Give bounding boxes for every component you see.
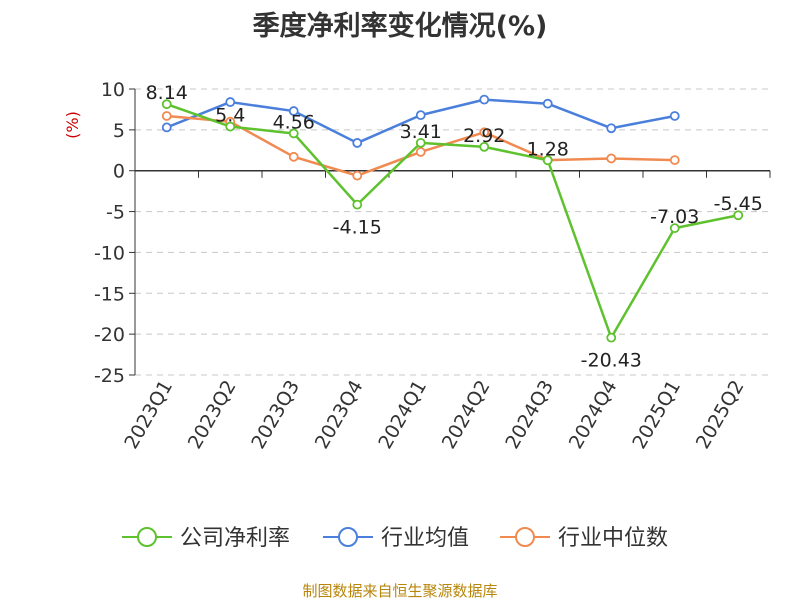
data-point [352, 199, 363, 210]
data-point [479, 94, 490, 105]
legend: 公司净利率 行业均值 行业中位数 [122, 526, 668, 551]
data-point [161, 111, 172, 121]
data-label: 1.28 [527, 138, 569, 160]
legend-marker [338, 527, 358, 547]
y-tick-label: 5 [113, 120, 125, 142]
x-tick-label: 2024Q2 [438, 377, 495, 453]
y-tick-label: -25 [94, 365, 125, 387]
data-point [352, 170, 363, 181]
data-point [733, 210, 744, 221]
data-point [288, 106, 299, 116]
data-point [606, 332, 617, 343]
data-point [606, 153, 617, 164]
legend-label: 行业中位数 [558, 526, 668, 551]
x-tick-label: 2025Q1 [628, 377, 685, 453]
x-tick-label: 2024Q1 [374, 377, 431, 453]
y-tick-label: -20 [94, 324, 125, 346]
legend-label: 行业均值 [381, 526, 469, 551]
y-tick-label: -5 [106, 202, 125, 224]
data-label: 2.92 [463, 125, 505, 147]
x-tick-label: 2023Q4 [311, 377, 368, 453]
y-tick-label: 10 [101, 79, 125, 101]
y-tick-label: 0 [113, 161, 125, 183]
data-label: 5.4 [215, 105, 245, 127]
data-point [415, 110, 426, 121]
legend-item: 行业中位数 [500, 526, 668, 551]
data-label: 8.14 [146, 82, 188, 104]
x-tick-label: 2023Q1 [120, 377, 177, 453]
data-labels: 8.14 5.4 4.56 -4.15 3.41 2.92 1.28 -20.43 -7.03-… [146, 82, 763, 371]
data-point [352, 138, 363, 148]
data-label: -4.15 [333, 217, 382, 239]
data-label: 3.41 [400, 121, 442, 143]
data-point [161, 99, 172, 110]
x-tick-label: 2023Q3 [247, 377, 304, 453]
x-tick-label: 2024Q4 [565, 377, 622, 453]
data-point [288, 128, 299, 139]
legend-marker [137, 527, 157, 547]
data-point [288, 151, 299, 162]
data-point [669, 223, 680, 234]
data-point [606, 123, 617, 134]
data-label: -5.45 [714, 193, 763, 215]
data-point [161, 122, 172, 133]
legend-marker [515, 527, 535, 547]
data-label: -20.43 [581, 350, 642, 372]
data-point [479, 141, 490, 152]
data-point [415, 147, 426, 157]
x-tick-label: 2025Q2 [692, 377, 749, 453]
legend-item: 公司净利率 [122, 526, 290, 551]
data-point [669, 155, 680, 165]
y-tick-label: -10 [94, 242, 125, 264]
data-point [542, 155, 553, 166]
y-axis-unit: (%) [63, 111, 82, 139]
data-point [479, 127, 490, 138]
chart-title: 季度净利率变化情况(%) [252, 11, 548, 42]
y-tick-label: -15 [94, 283, 125, 305]
data-point [542, 98, 553, 109]
data-label: -7.03 [650, 206, 699, 228]
source-note: 制图数据来自恒生聚源数据库 [302, 582, 498, 600]
data-point [415, 137, 426, 148]
data-label: 4.56 [273, 111, 315, 133]
series-lines [161, 94, 744, 343]
series-line [166, 103, 739, 339]
legend-label: 公司净利率 [180, 526, 290, 551]
x-tick-label: 2023Q2 [184, 377, 241, 453]
data-point [225, 97, 236, 107]
legend-item: 行业均值 [323, 526, 469, 551]
x-tick-label: 2024Q3 [501, 377, 558, 453]
data-point [669, 111, 680, 121]
data-point [225, 121, 236, 132]
